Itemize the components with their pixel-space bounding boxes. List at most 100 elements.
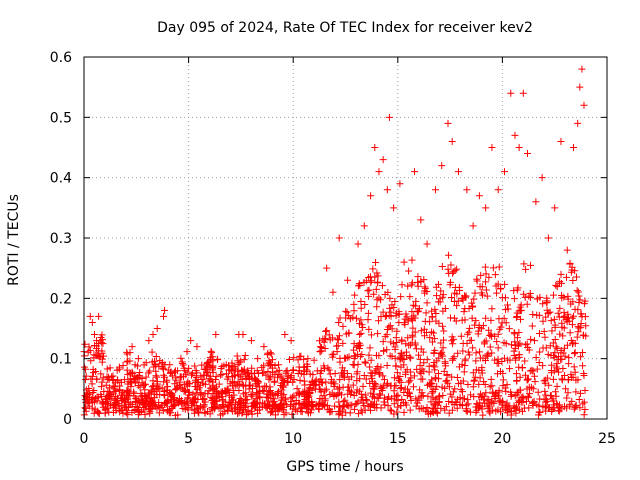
roti-point (468, 303, 476, 311)
roti-point (355, 319, 363, 327)
roti-point (581, 313, 589, 321)
roti-point (216, 371, 224, 379)
roti-point (480, 378, 488, 386)
roti-point (130, 388, 138, 396)
roti-point (479, 322, 487, 330)
roti-point (503, 409, 511, 417)
roti-point (99, 403, 107, 411)
roti-point (452, 317, 460, 325)
roti-point (524, 375, 532, 383)
roti-point (281, 394, 289, 402)
roti-point (569, 298, 577, 306)
roti-point (214, 390, 222, 398)
grid (84, 57, 607, 419)
roti-point (387, 382, 395, 390)
roti-point (470, 376, 478, 384)
roti-point (92, 394, 100, 402)
roti-point (507, 341, 515, 349)
roti-point (366, 344, 374, 352)
roti-point (161, 399, 169, 407)
roti-point (341, 354, 349, 362)
roti-point (218, 370, 226, 378)
roti-point (309, 402, 317, 410)
roti-point (191, 409, 199, 417)
roti-point (355, 342, 363, 350)
roti-point (170, 395, 178, 403)
roti-point (448, 406, 456, 414)
roti-point (400, 408, 408, 416)
roti-point (343, 308, 351, 316)
roti-point (393, 369, 401, 377)
roti-point (461, 355, 469, 363)
roti-point (344, 276, 352, 284)
roti-point (529, 385, 537, 393)
roti-point (198, 361, 206, 369)
roti-point (549, 375, 557, 383)
roti-point (436, 298, 444, 306)
roti-point (512, 341, 520, 349)
roti-point (367, 389, 375, 397)
roti-point (554, 309, 562, 317)
roti-point (307, 406, 315, 414)
roti-point (538, 174, 546, 182)
roti-point (458, 294, 466, 302)
roti-point (485, 395, 493, 403)
roti-point (516, 386, 524, 394)
roti-point (409, 333, 417, 341)
roti-point (164, 383, 172, 391)
roti-point (543, 297, 551, 305)
roti-point (454, 168, 462, 176)
roti-point (579, 331, 587, 339)
roti-point (495, 315, 503, 323)
roti-point (431, 186, 439, 194)
roti-point (342, 307, 350, 315)
roti-point (383, 186, 391, 194)
roti-point (420, 359, 428, 367)
roti-point (506, 404, 514, 412)
roti-point (426, 318, 434, 326)
roti-point (390, 400, 398, 408)
roti-point (400, 389, 408, 397)
roti-point (211, 403, 219, 411)
roti-point (178, 400, 186, 408)
roti-point (493, 338, 501, 346)
roti-point (392, 362, 400, 370)
roti-point (123, 406, 131, 414)
roti-point (458, 388, 466, 396)
roti-point (492, 395, 500, 403)
roti-point (440, 327, 448, 335)
roti-point (286, 355, 294, 363)
roti-point (295, 367, 303, 375)
roti-point (504, 356, 512, 364)
roti-point (523, 340, 531, 348)
roti-point (565, 354, 573, 362)
roti-point (390, 387, 398, 395)
roti-point (493, 289, 501, 297)
roti-point (197, 390, 205, 398)
roti-point (429, 408, 437, 416)
roti-point (373, 303, 381, 311)
roti-point (384, 402, 392, 410)
roti-point (511, 330, 519, 338)
roti-point (383, 361, 391, 369)
roti-point (222, 389, 230, 397)
roti-point (407, 396, 415, 404)
roti-point (276, 401, 284, 409)
roti-point (378, 282, 386, 290)
roti-point (427, 380, 435, 388)
roti-point (310, 381, 318, 389)
roti-point (491, 271, 499, 279)
roti-point (482, 204, 490, 212)
roti-point (335, 318, 343, 326)
roti-point (346, 409, 354, 417)
roti-point (164, 366, 172, 374)
roti-point (325, 331, 333, 339)
roti-point (543, 306, 551, 314)
roti-point (458, 316, 466, 324)
roti-point (212, 331, 220, 339)
roti-point (81, 404, 89, 412)
roti-point (238, 366, 246, 374)
roti-point (406, 406, 414, 414)
roti-point (241, 396, 249, 404)
roti-point (173, 396, 181, 404)
